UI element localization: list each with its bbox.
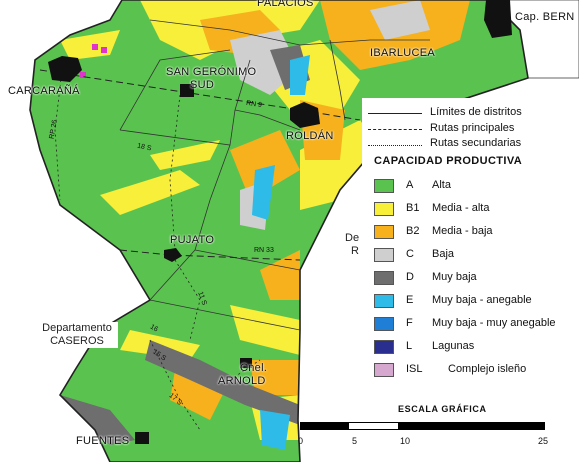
dept-right-line2: R [351,245,359,257]
legend-class-e: E Muy baja - anegable [374,293,579,311]
place-sud: SUD [190,79,215,91]
legend-swatch [374,271,394,285]
scale-tick-5: 5 [352,436,358,446]
legend-code: E [406,294,414,306]
place-fuentes: FUENTES [76,435,130,447]
dept-caseros-line2: CASEROS [50,335,104,347]
place-palacios: PALACIOS [257,0,314,9]
legend-label: Media - alta [432,202,490,214]
legend-class-isl: ISL Complejo isleño [374,362,579,380]
place-cap-bermudez: Cap. BERN [515,11,575,23]
district-limits [119,19,430,331]
scale-segment-3 [398,423,544,429]
legend-class-b2: B2 Media - baja [374,224,579,242]
urban-cap-bermudez [484,0,512,38]
scale-bar [300,422,545,430]
urban-carcarana [48,56,82,82]
dept-right: De R [345,232,363,258]
place-san-geronimo: SAN GERÓNIMO [166,66,257,78]
legend-label: Complejo isleño [448,363,527,375]
scale-tick-25: 25 [538,436,549,446]
urban-roldan [290,102,320,128]
legend-line-solid-label: Límites de distritos [430,106,522,118]
place-roldan: ROLDÁN [286,130,334,142]
legend-title: CAPACIDAD PRODUCTIVA [374,155,523,167]
legend-line-dotted-label: Rutas secundarias [430,137,522,149]
map-legend: Límites de distritos Rutas principales R… [362,98,579,390]
legend-label: Muy baja - muy anegable [432,317,556,329]
legend-label: Muy baja [432,271,477,283]
legend-class-c: C Baja [374,247,579,265]
scale-title: ESCALA GRÁFICA [398,404,487,414]
legend-class-d: D Muy baja [374,270,579,288]
legend-code: F [406,317,413,329]
dept-caseros: Departamento CASEROS [36,322,118,348]
legend-class-b1: B1 Media - alta [374,201,579,219]
legend-swatch [374,363,394,377]
legend-code: A [406,179,414,191]
scale-segment-1 [301,423,349,429]
place-ibarlucea: IBARLUCEA [370,47,436,59]
legend-code: ISL [406,363,423,375]
legend-line-dotted [368,145,422,146]
place-cnel: Cnel. [240,362,268,374]
legend-label: Alta [432,179,451,191]
route-rn33: RN 33 [254,247,274,254]
legend-label: Media - baja [432,225,493,237]
legend-swatch [374,202,394,216]
dept-caseros-line1: Departamento [42,322,112,334]
secondary-routes [54,69,261,431]
urban-areas [48,0,512,444]
legend-swatch [374,294,394,308]
legend-class-l: L Lagunas [374,339,579,357]
place-pujato: PUJATO [170,234,215,246]
legend-code: D [406,271,414,283]
urban-cnel-arnold [240,358,252,368]
legend-code: L [406,340,413,352]
legend-swatch [374,340,394,354]
legend-line-dashed [368,129,422,130]
scale-tick-10: 10 [400,436,411,446]
legend-class-a: A Alta [374,178,579,196]
legend-label: Baja [432,248,455,260]
legend-swatch [374,248,394,262]
urban-pujato [164,248,182,262]
legend-code: B2 [406,225,420,237]
urban-san-geronimo [180,84,194,97]
legend-swatch [374,179,394,193]
urban-fuentes [135,432,149,444]
legend-code: B1 [406,202,420,214]
legend-class-f: F Muy baja - muy anegable [374,316,579,334]
legend-line-dashed-label: Rutas principales [430,122,515,134]
legend-line-solid [368,113,422,114]
place-arnold: ARNOLD [218,375,266,387]
scale-tick-0: 0 [298,436,304,446]
legend-label: Lagunas [432,340,475,352]
legend-label: Muy baja - anegable [432,294,532,306]
dept-right-line1: De [345,232,360,244]
legend-code: C [406,248,414,260]
legend-swatch [374,317,394,331]
department-border [29,0,529,462]
legend-swatch [374,225,394,239]
scale-segment-2 [349,423,398,429]
place-carcarana: CARCARAÑÁ [8,85,80,97]
